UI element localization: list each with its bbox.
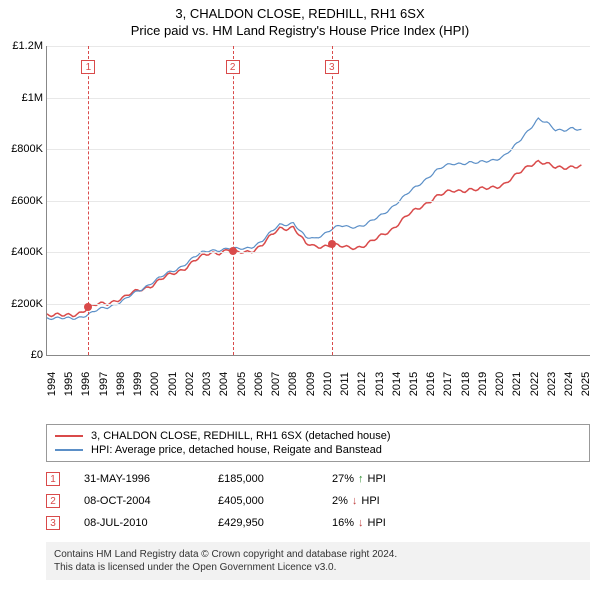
x-tick-label: 2017 <box>442 372 454 396</box>
sale-marker-dot <box>229 247 237 255</box>
x-tick-label: 2001 <box>167 372 179 396</box>
y-tick-label: £200K <box>1 298 43 310</box>
x-tick-label: 1998 <box>115 372 127 396</box>
x-tick-label: 1995 <box>63 372 75 396</box>
gridline <box>47 149 590 150</box>
x-tick-label: 2008 <box>287 372 299 396</box>
x-tick-label: 2004 <box>218 372 230 396</box>
sale-delta-pct: 27% <box>332 473 354 485</box>
y-tick-label: £600K <box>1 195 43 207</box>
footer-line1: Contains HM Land Registry data © Crown c… <box>54 548 582 561</box>
legend-row: HPI: Average price, detached house, Reig… <box>55 443 581 457</box>
x-tick-label: 2012 <box>356 372 368 396</box>
series-price_paid <box>47 161 581 317</box>
x-tick-label: 1994 <box>46 372 58 396</box>
x-tick-label: 2014 <box>391 372 403 396</box>
sale-price: £429,950 <box>218 517 308 529</box>
sale-delta-pct: 2% <box>332 495 348 507</box>
sale-marker-dot <box>328 240 336 248</box>
page-title: 3, CHALDON CLOSE, REDHILL, RH1 6SX <box>0 6 600 21</box>
x-tick-label: 2023 <box>546 372 558 396</box>
sale-index: 1 <box>46 472 60 486</box>
y-tick-label: £400K <box>1 246 43 258</box>
x-tick-label: 2000 <box>149 372 161 396</box>
header: 3, CHALDON CLOSE, REDHILL, RH1 6SX Price… <box>0 0 600 40</box>
legend-swatch <box>55 435 83 437</box>
chart-area: £0£200K£400K£600K£800K£1M£1.2M123 199419… <box>46 46 590 386</box>
x-tick-label: 1996 <box>80 372 92 396</box>
footer-line2: This data is licensed under the Open Gov… <box>54 561 582 574</box>
x-tick-label: 2011 <box>339 372 351 396</box>
sale-marker-line <box>233 46 234 355</box>
sale-price: £405,000 <box>218 495 308 507</box>
sale-date: 08-JUL-2010 <box>84 517 194 529</box>
x-tick-label: 2016 <box>425 372 437 396</box>
x-tick-label: 2013 <box>374 372 386 396</box>
x-tick-label: 2018 <box>460 372 472 396</box>
x-tick-label: 2015 <box>408 372 420 396</box>
arrow-down-icon: ↓ <box>352 495 358 507</box>
sale-index: 2 <box>46 494 60 508</box>
x-tick-label: 2007 <box>270 372 282 396</box>
sale-index: 3 <box>46 516 60 530</box>
sale-price: £185,000 <box>218 473 308 485</box>
sale-delta: 2% ↓HPI <box>332 495 380 507</box>
x-tick-label: 2024 <box>563 372 575 396</box>
x-tick-label: 1999 <box>132 372 144 396</box>
y-tick-label: £0 <box>1 349 43 361</box>
arrow-up-icon: ↑ <box>358 473 364 485</box>
sale-marker-label: 3 <box>325 60 339 74</box>
gridline <box>47 46 590 47</box>
arrow-down-icon: ↓ <box>358 517 364 529</box>
sale-row: 2 08-OCT-2004 £405,000 2% ↓HPI <box>46 490 590 512</box>
legend: 3, CHALDON CLOSE, REDHILL, RH1 6SX (deta… <box>46 424 590 462</box>
gridline <box>47 252 590 253</box>
x-tick-label: 2003 <box>201 372 213 396</box>
y-tick-label: £1M <box>1 92 43 104</box>
footer-attribution: Contains HM Land Registry data © Crown c… <box>46 542 590 580</box>
x-tick-label: 2022 <box>529 372 541 396</box>
sale-date: 08-OCT-2004 <box>84 495 194 507</box>
legend-row: 3, CHALDON CLOSE, REDHILL, RH1 6SX (deta… <box>55 429 581 443</box>
sale-date: 31-MAY-1996 <box>84 473 194 485</box>
x-tick-label: 2006 <box>253 372 265 396</box>
x-tick-label: 1997 <box>98 372 110 396</box>
sale-delta: 16% ↓ HPI <box>332 517 386 529</box>
sale-delta-label: HPI <box>361 495 379 507</box>
chart-container: 3, CHALDON CLOSE, REDHILL, RH1 6SX Price… <box>0 0 600 590</box>
plot-region: £0£200K£400K£600K£800K£1M£1.2M123 <box>46 46 590 356</box>
sale-marker-dot <box>84 303 92 311</box>
gridline <box>47 304 590 305</box>
legend-swatch <box>55 449 83 451</box>
x-tick-label: 2010 <box>322 372 334 396</box>
x-tick-label: 2002 <box>184 372 196 396</box>
legend-label: 3, CHALDON CLOSE, REDHILL, RH1 6SX (deta… <box>91 430 391 442</box>
sale-marker-label: 1 <box>81 60 95 74</box>
sale-row: 1 31-MAY-1996 £185,000 27% ↑ HPI <box>46 468 590 490</box>
gridline <box>47 201 590 202</box>
y-tick-label: £800K <box>1 143 43 155</box>
x-tick-label: 2025 <box>580 372 592 396</box>
sales-table: 1 31-MAY-1996 £185,000 27% ↑ HPI 2 08-OCT-2004 £… <box>46 468 590 534</box>
gridline <box>47 98 590 99</box>
sale-marker-label: 2 <box>226 60 240 74</box>
sale-delta-label: HPI <box>368 473 386 485</box>
sale-delta: 27% ↑ HPI <box>332 473 386 485</box>
y-tick-label: £1.2M <box>1 40 43 52</box>
x-tick-label: 2009 <box>305 372 317 396</box>
sale-delta-label: HPI <box>368 517 386 529</box>
x-axis-labels: 1994199519961997199819992000200120022003… <box>46 356 590 386</box>
x-tick-label: 2020 <box>494 372 506 396</box>
sale-marker-line <box>332 46 333 355</box>
legend-label: HPI: Average price, detached house, Reig… <box>91 444 382 456</box>
sale-row: 3 08-JUL-2010 £429,950 16% ↓ HPI <box>46 512 590 534</box>
x-tick-label: 2021 <box>511 372 523 396</box>
x-tick-label: 2019 <box>477 372 489 396</box>
x-tick-label: 2005 <box>236 372 248 396</box>
sale-delta-pct: 16% <box>332 517 354 529</box>
page-subtitle: Price paid vs. HM Land Registry's House … <box>0 23 600 38</box>
